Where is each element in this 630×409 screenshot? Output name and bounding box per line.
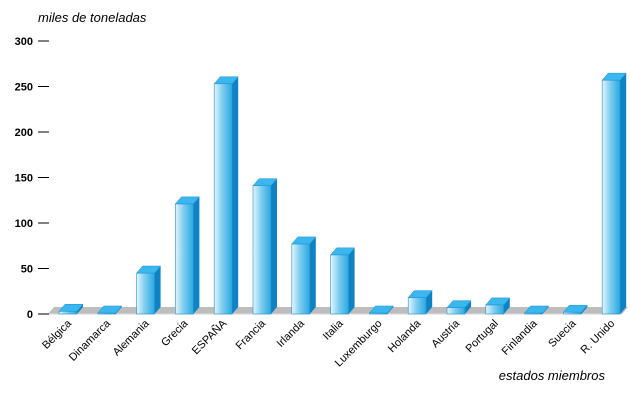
x-tick-label: Austria bbox=[429, 317, 462, 350]
bar-top bbox=[213, 76, 239, 85]
bar-side bbox=[232, 76, 239, 315]
bar-front bbox=[291, 243, 311, 315]
x-tick-label: Suecia bbox=[546, 317, 579, 350]
bar bbox=[601, 72, 627, 315]
bar-top bbox=[58, 304, 84, 312]
bar-top bbox=[136, 265, 162, 274]
bar-side bbox=[154, 266, 161, 314]
bar-side bbox=[193, 196, 200, 314]
y-tick-label: 150 bbox=[15, 173, 33, 185]
bar-top bbox=[524, 305, 550, 314]
bar-side bbox=[581, 305, 588, 314]
x-tick-label: ESPAÑA bbox=[189, 316, 230, 357]
y-tick-label: 50 bbox=[21, 264, 33, 276]
bar-side bbox=[348, 247, 355, 314]
x-tick-label: Italia bbox=[321, 317, 347, 343]
bar-front bbox=[563, 311, 582, 315]
bar bbox=[368, 305, 394, 315]
bar-front bbox=[213, 83, 233, 315]
bar bbox=[562, 304, 588, 315]
bar-front bbox=[446, 307, 466, 315]
bar-top bbox=[330, 247, 356, 256]
y-tick-label: 0 bbox=[27, 309, 33, 321]
bar-top bbox=[252, 178, 278, 186]
bar-top bbox=[291, 236, 317, 245]
bar-top bbox=[446, 300, 472, 308]
bar bbox=[136, 265, 162, 315]
bar-top bbox=[368, 305, 394, 314]
x-tick-label: Dinamarca bbox=[67, 317, 114, 364]
y-axis: 0 50 100 150 200 250 300 bbox=[15, 36, 49, 321]
x-tick-label: Alemania bbox=[111, 317, 153, 359]
x-tick-label: Finlandia bbox=[500, 317, 541, 358]
x-tick-label: R. Unido bbox=[579, 318, 618, 357]
bar bbox=[252, 178, 278, 315]
bar-top bbox=[97, 305, 123, 314]
bar-top bbox=[562, 304, 588, 313]
y-axis-label: miles de toneladas bbox=[38, 10, 147, 25]
bar-front bbox=[485, 304, 505, 315]
bar bbox=[330, 247, 356, 315]
bar-side bbox=[271, 178, 277, 314]
bar-side bbox=[309, 236, 316, 314]
bar bbox=[174, 196, 200, 315]
x-tick-label: Irlanda bbox=[275, 317, 308, 350]
bar bbox=[58, 304, 84, 315]
bar-top bbox=[485, 297, 511, 306]
y-tick-label: 200 bbox=[15, 127, 33, 139]
y-tick-label: 100 bbox=[15, 218, 33, 230]
bar-front bbox=[58, 310, 78, 315]
x-axis-label: estados miembros bbox=[499, 368, 606, 383]
bar bbox=[524, 305, 550, 315]
bar bbox=[485, 297, 511, 315]
bar bbox=[213, 76, 239, 315]
x-tick-label: Grecia bbox=[159, 317, 191, 349]
x-tick-label: Bélgica bbox=[40, 317, 75, 352]
x-tick-label: Portugal bbox=[463, 318, 500, 355]
bar-front bbox=[407, 297, 427, 315]
bar bbox=[446, 300, 472, 315]
bar bbox=[407, 290, 433, 315]
bar-side bbox=[620, 73, 627, 314]
bar-side bbox=[465, 300, 471, 314]
bar-side bbox=[426, 290, 433, 314]
bar-side bbox=[77, 304, 83, 314]
bars bbox=[58, 72, 627, 315]
y-tick-label: 300 bbox=[15, 36, 33, 48]
bar-top bbox=[601, 72, 627, 81]
bar-top bbox=[174, 196, 200, 205]
y-tick-label: 250 bbox=[15, 82, 33, 94]
bar-front bbox=[252, 185, 272, 315]
bar-top bbox=[407, 290, 433, 298]
x-tick-label: Holanda bbox=[386, 317, 424, 355]
bar-front bbox=[175, 203, 194, 315]
x-tick-label: Francia bbox=[234, 317, 269, 352]
bar-front bbox=[136, 272, 155, 315]
bar-front bbox=[330, 254, 349, 315]
bar-side bbox=[503, 297, 510, 314]
bar bbox=[291, 236, 317, 315]
bar-front bbox=[601, 79, 621, 315]
bar bbox=[97, 305, 123, 315]
